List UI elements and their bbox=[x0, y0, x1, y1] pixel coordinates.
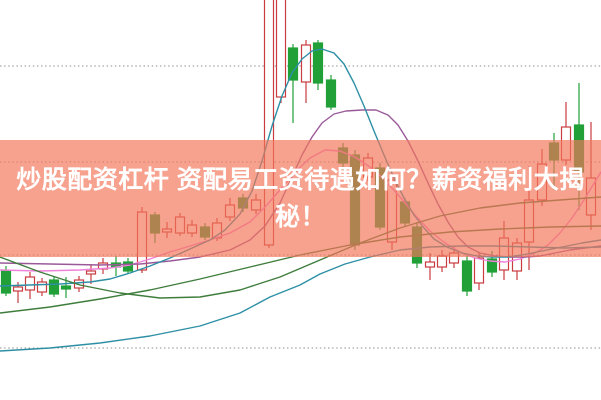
candle-body bbox=[287, 47, 299, 81]
candle-body bbox=[199, 226, 211, 238]
candle-body bbox=[24, 276, 36, 291]
ma-teal-long bbox=[0, 245, 601, 352]
candle-body bbox=[250, 199, 262, 211]
candle-body bbox=[300, 44, 312, 83]
candle-body bbox=[486, 258, 498, 273]
candle-body bbox=[263, 0, 275, 246]
candle-body bbox=[461, 260, 473, 292]
candle-body bbox=[436, 255, 448, 268]
gridlines-group bbox=[0, 65, 601, 349]
candle-body bbox=[174, 216, 186, 234]
candle-body bbox=[536, 163, 548, 201]
candle-body bbox=[275, 0, 287, 98]
candle-body bbox=[548, 142, 560, 161]
candle-body bbox=[374, 167, 386, 228]
candle-body bbox=[122, 261, 134, 272]
candle-body bbox=[60, 285, 72, 290]
ma-purple bbox=[0, 109, 601, 266]
candle-body bbox=[149, 214, 161, 234]
candle-body bbox=[186, 224, 198, 234]
ma-green-upper bbox=[0, 196, 601, 299]
ma-pink bbox=[0, 149, 601, 272]
candle-body bbox=[325, 79, 337, 108]
candle-body bbox=[411, 226, 423, 264]
candle-body bbox=[448, 252, 460, 264]
candle-body bbox=[85, 270, 97, 275]
candle-body bbox=[224, 204, 236, 218]
candle-body bbox=[48, 279, 60, 295]
candle-body bbox=[573, 124, 585, 173]
candle-body bbox=[337, 147, 349, 164]
ma-teal-fast bbox=[0, 48, 601, 287]
candle-body bbox=[161, 228, 173, 233]
candle-body bbox=[424, 261, 436, 268]
ma-lines-group bbox=[0, 48, 601, 352]
candle-body bbox=[560, 126, 572, 161]
candle-body bbox=[523, 199, 535, 243]
candle-body bbox=[498, 237, 510, 271]
candle-body bbox=[349, 154, 361, 246]
candle-body bbox=[0, 270, 12, 294]
candle-body bbox=[36, 281, 48, 293]
candle-body bbox=[312, 42, 324, 84]
candle-body bbox=[12, 286, 24, 292]
candle-body bbox=[473, 257, 485, 284]
